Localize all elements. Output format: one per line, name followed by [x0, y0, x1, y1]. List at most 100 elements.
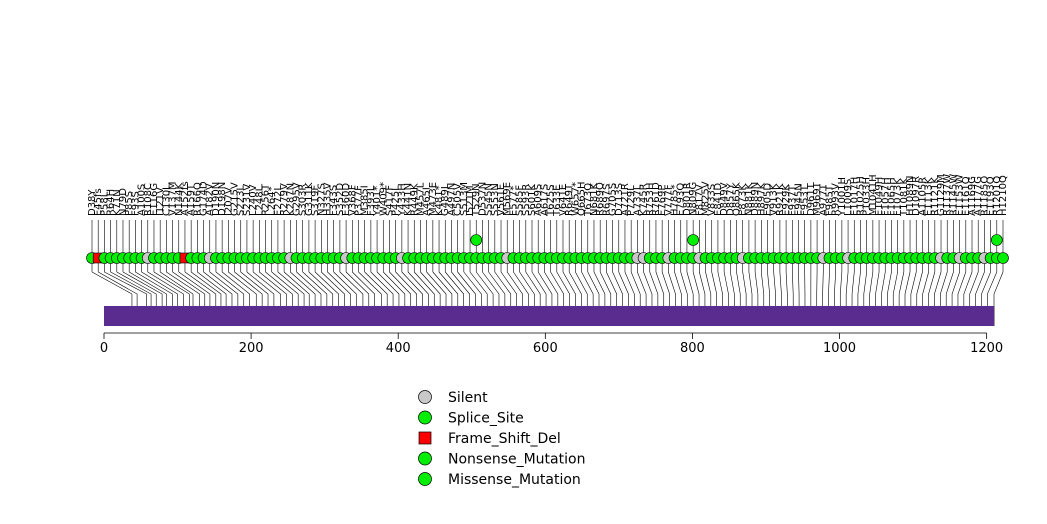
- mutation-label: D190N: [211, 182, 222, 216]
- mutation-label: M569E: [502, 182, 513, 216]
- mutation-connector: [321, 271, 345, 306]
- highlight-marker: [470, 234, 483, 246]
- mutation-connector: [513, 271, 529, 306]
- highlight-markers: [470, 234, 1003, 246]
- mutation-label: G174D: [199, 181, 210, 216]
- mutation-label: H335V: [322, 182, 333, 216]
- mutation-connector: [178, 271, 211, 306]
- mutation-label: K71N: [112, 189, 123, 216]
- mutation-connector: [506, 271, 523, 306]
- mutation-label: S545N: [484, 183, 495, 216]
- mutation-label: V368F: [347, 184, 358, 216]
- legend-swatch: [418, 410, 432, 425]
- mutation-connector: [209, 271, 239, 306]
- mutation-markers: [86, 252, 1009, 264]
- legend-swatch: [418, 451, 432, 466]
- mutation-connector: [333, 271, 357, 306]
- mutation-label: N144K: [174, 182, 185, 216]
- mutation-label: A977T: [818, 183, 829, 216]
- mutation-connector: [593, 271, 606, 306]
- mutation-label: R449K: [409, 183, 420, 216]
- mutation-connector: [190, 271, 222, 306]
- mutation-connector: [308, 271, 334, 306]
- mutation-label: G295V: [292, 182, 303, 216]
- mutation-label: S303R: [298, 184, 309, 216]
- mutation-connector: [686, 271, 694, 306]
- axis-tick-label: 800: [680, 341, 705, 356]
- highlight-marker: [687, 234, 699, 246]
- mutation-labels: D38YE45fsP58LR64HK71NN79DP85SF93SA100SR1…: [87, 174, 1009, 217]
- mutation-label: N79D: [118, 188, 129, 216]
- mutation-label: Y433H: [397, 183, 408, 217]
- mutation-label: R279V: [279, 183, 290, 216]
- mutation-label: D198N: [217, 182, 228, 216]
- mutation-label: K481*: [434, 185, 445, 216]
- mutation-label: G705S: [608, 183, 619, 216]
- mutation-label: M825V: [701, 181, 712, 216]
- mutation-label: S513M: [459, 182, 470, 216]
- mutation-connector: [839, 271, 843, 306]
- legend-label: Frame_Shift_Del: [448, 431, 561, 447]
- mutation-connector: [395, 271, 417, 306]
- mutation-connector: [252, 271, 281, 306]
- mutation-label: E1161Q: [961, 176, 972, 216]
- mutation-connector: [562, 271, 576, 306]
- mutation-label: M457L: [415, 182, 426, 216]
- mutation-label: S417F: [384, 185, 395, 216]
- mutation-connector: [283, 271, 310, 306]
- mutation-label: F1065H: [886, 177, 897, 216]
- mutation-connector: [711, 271, 718, 306]
- mutation-label: P85S: [124, 191, 135, 216]
- mutation-label: Y1001H: [837, 177, 848, 217]
- legend-swatch: [418, 431, 432, 445]
- mutation-connector: [265, 271, 293, 306]
- mutation-connector: [655, 271, 665, 306]
- x-axis: 0 200 400 600 800 1000 1200: [100, 332, 1003, 356]
- mutation-connector: [742, 271, 747, 306]
- mutation-label: T673Q: [583, 183, 594, 217]
- mutation-label: R1137W: [942, 174, 953, 216]
- legend-label: Missense_Mutation: [448, 472, 581, 488]
- mutation-connector: [228, 271, 257, 306]
- mutation-connector: [302, 271, 328, 306]
- mutation-connector: [327, 271, 351, 306]
- mutation-label: R64H: [106, 189, 117, 216]
- legend-label: Nonsense_Mutation: [448, 452, 585, 468]
- mutation-label: R761D: [651, 182, 662, 216]
- mutation-label: R697S: [601, 184, 612, 216]
- mutation-connector: [674, 271, 682, 306]
- mutation-connector: [389, 271, 412, 306]
- mutation-label: G215V: [230, 182, 241, 216]
- mutation-label: R1201Q: [992, 176, 1003, 216]
- mutation-connector: [981, 271, 991, 306]
- mutation-label: F937T: [787, 184, 798, 216]
- mutation-connector: [438, 271, 459, 306]
- mutation-label: Q865K: [732, 182, 743, 216]
- mutation-connector: [358, 271, 382, 306]
- mutation-label: V561E: [496, 184, 507, 216]
- mutation-label: V833S: [707, 184, 718, 216]
- mutation-connector: [624, 271, 635, 306]
- mutation-label: D857Y: [725, 182, 736, 216]
- mutation-connector: [875, 271, 880, 306]
- mutation-label: S553N: [490, 183, 501, 216]
- mutation-label: Q665H: [577, 182, 588, 216]
- mutation-label: P729L: [626, 185, 637, 216]
- mutation-marker: [997, 252, 1009, 264]
- mutation-label: F953T: [800, 184, 811, 216]
- mutation-label: N327S: [316, 183, 327, 216]
- mutation-label: P425L: [391, 185, 402, 216]
- mutation-connector: [904, 271, 911, 306]
- mutation-label: S223L: [236, 185, 247, 216]
- mutation-label: E929K: [781, 184, 792, 216]
- axis-tick-label: 400: [386, 341, 411, 356]
- mutation-connector: [147, 271, 184, 306]
- mutation-connector: [661, 271, 670, 306]
- mutation-label: N809G: [688, 182, 699, 216]
- mutation-connector: [618, 271, 629, 306]
- axis-tick-label: 200: [239, 341, 264, 356]
- mutation-label: G311K: [304, 182, 315, 216]
- mutation-connector: [898, 271, 905, 306]
- mutation-label: E272L: [273, 185, 284, 216]
